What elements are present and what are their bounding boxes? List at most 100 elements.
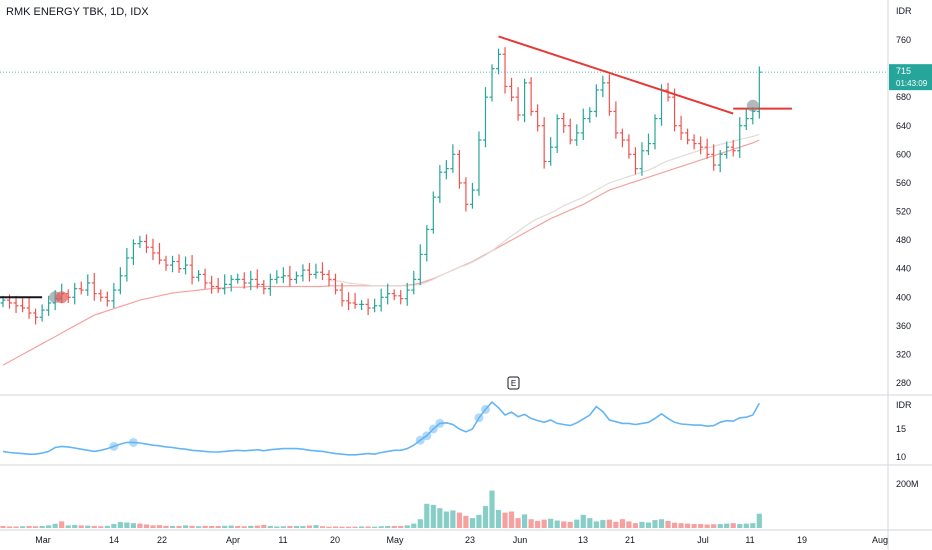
ohlc-bar	[554, 114, 560, 153]
volume-bar	[619, 519, 625, 528]
volume-bar	[241, 526, 247, 528]
rs-tick-label: 10	[896, 452, 906, 462]
ohlc-bar	[385, 283, 391, 305]
volume-bar	[143, 524, 150, 528]
earnings-label: E	[511, 379, 516, 388]
ohlc-bar	[411, 270, 417, 295]
volume-bar	[561, 521, 567, 528]
volume-bar	[222, 525, 228, 528]
ohlc-bar	[163, 255, 169, 271]
rs-highlight	[435, 418, 445, 428]
volume-bar	[293, 526, 299, 528]
volume-bar	[639, 521, 645, 528]
volume-bar	[300, 526, 306, 528]
volume-bar	[319, 526, 326, 528]
volume-bar	[345, 526, 352, 528]
volume-bar	[228, 525, 234, 528]
ohlc-bar	[254, 269, 260, 289]
volume-bar	[626, 521, 632, 528]
volume-bar	[724, 523, 730, 528]
ohlc-bar	[117, 267, 123, 295]
time-tick-label: 11	[745, 535, 754, 545]
earnings-marker[interactable]: E	[507, 376, 520, 390]
rs-tick-label: 15	[896, 424, 906, 434]
ohlc-bar	[143, 234, 149, 253]
ohlc-bar	[170, 255, 176, 273]
time-tick-label: Jun	[513, 535, 528, 545]
ohlc-bar	[137, 235, 143, 248]
volume-bar	[580, 514, 586, 528]
volume-bar	[613, 521, 619, 528]
volume-bar	[482, 506, 489, 528]
volume-bar	[85, 525, 91, 528]
ohlc-bar	[91, 272, 97, 301]
trendline-descending[interactable]	[498, 35, 734, 115]
ohlc-bar	[222, 274, 228, 295]
time-tick-label: 22	[157, 535, 167, 545]
ohlc-bar	[496, 48, 502, 75]
volume-bar	[98, 526, 104, 528]
volume-bar	[326, 526, 332, 528]
ohlc-bar	[698, 136, 704, 155]
time-tick-label: May	[386, 535, 404, 545]
ohlc-bar	[535, 104, 541, 132]
ohlc-bar	[541, 117, 547, 169]
volume-bar	[372, 526, 378, 528]
volume-bar	[254, 525, 260, 528]
relative-strength-pane	[2, 400, 761, 456]
time-tick-label: 20	[330, 535, 340, 545]
volume-bar	[352, 526, 358, 528]
volume-bar	[280, 526, 286, 528]
ohlc-bar	[711, 144, 717, 171]
price-tick-label: 360	[896, 321, 911, 331]
volume-bar	[359, 526, 365, 528]
price-tick-label: 440	[896, 264, 911, 274]
volume-bar	[169, 526, 176, 528]
ohlc-bar	[202, 268, 208, 289]
volume-bar	[13, 526, 19, 528]
volume-bar	[52, 523, 58, 528]
volume-bar	[522, 514, 528, 528]
ma200-line	[2, 139, 760, 366]
volume-bar	[685, 523, 691, 528]
volume-bar	[593, 521, 599, 528]
rs-highlight	[128, 437, 138, 447]
ohlc-bar	[196, 270, 202, 282]
ohlc-bar	[639, 142, 645, 176]
moving-averages	[2, 133, 760, 366]
ohlc-bar	[424, 225, 430, 262]
ohlc-bar	[72, 282, 78, 305]
volume-bar	[65, 525, 71, 528]
ohlc-bar	[417, 244, 423, 286]
trendlines[interactable]: E	[0, 35, 792, 390]
ohlc-bar	[39, 304, 45, 322]
ohlc-bar	[306, 262, 312, 282]
volume-bar	[391, 526, 397, 528]
price-tick-label: 560	[896, 178, 911, 188]
ohlc-bar	[150, 238, 156, 261]
volume-bar	[587, 518, 593, 528]
volume-bar	[430, 504, 436, 528]
volume-bar	[385, 526, 391, 528]
ohlc-bar	[378, 288, 384, 312]
ohlc-bar	[580, 108, 586, 141]
volume-bar	[39, 526, 45, 528]
ohlc-bar	[274, 270, 280, 284]
rs-highlight	[422, 431, 432, 441]
ohlc-bar	[476, 131, 482, 196]
volume-bar	[417, 519, 423, 528]
volume-bar	[743, 523, 749, 528]
ohlc-bar	[756, 66, 762, 119]
price-tick-label: 280	[896, 378, 911, 388]
volume-bar	[313, 525, 319, 528]
ohlc-bar	[691, 134, 697, 150]
ohlc-bar	[261, 280, 267, 295]
volume-bar	[124, 522, 130, 528]
earnings-box[interactable]	[507, 376, 520, 390]
ohlc-bar	[326, 270, 332, 287]
volume-bar	[508, 511, 515, 528]
signal-marker	[55, 291, 68, 304]
price-scale-currency: IDR	[896, 6, 912, 16]
ohlc-bar	[489, 64, 495, 102]
